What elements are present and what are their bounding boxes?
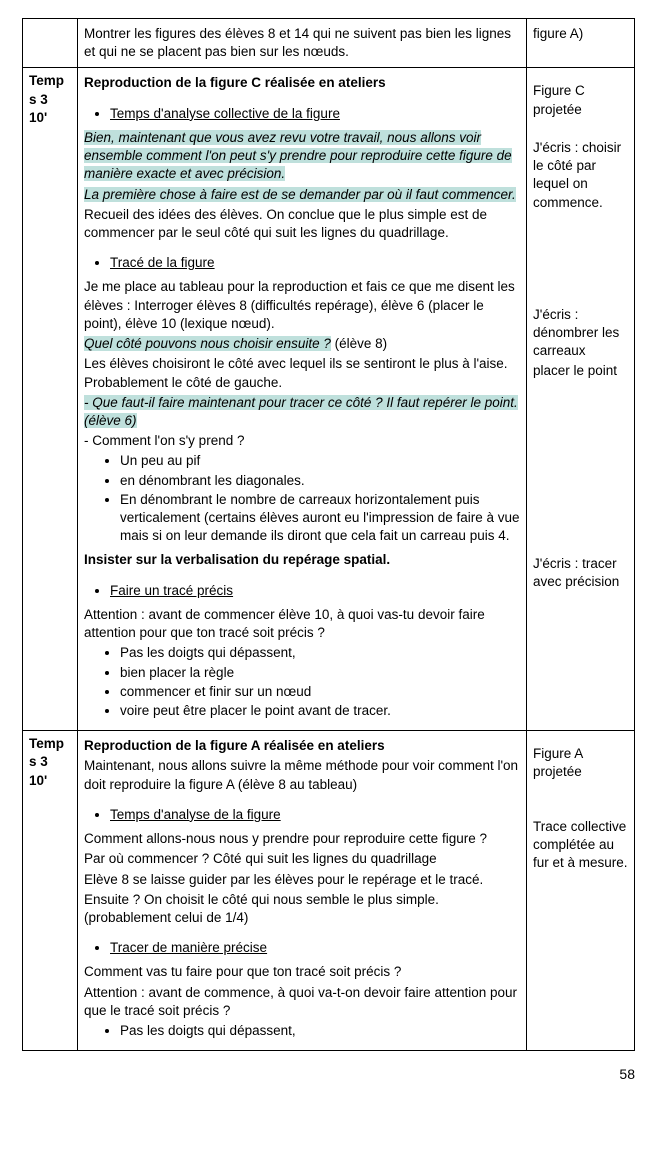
list-item: commencer et finir sur un nœud (120, 683, 520, 701)
cell-side: Figure C projetée J'écris : choisir le c… (527, 68, 635, 731)
body-text: Quel côté pouvons nous choisir ensuite ?… (84, 335, 520, 353)
cell-side: figure A) (527, 19, 635, 68)
body-text: Par où commencer ? Côté qui suit les lig… (84, 850, 520, 868)
time-label: Temps 3 (29, 736, 64, 769)
body-text: Montrer les figures des élèves 8 et 14 q… (84, 25, 520, 61)
table-row: Temps 3 10' Reproduction de la figure A … (23, 731, 635, 1051)
list-item: bien placer la règle (120, 664, 520, 682)
body-text: - Que faut-il faire maintenant pour trac… (84, 394, 520, 430)
highlighted-text: Bien, maintenant que vous avez revu votr… (84, 130, 512, 181)
body-text: Les élèves choisiront le côté avec leque… (84, 355, 520, 391)
body-text: Je me place au tableau pour la reproduct… (84, 278, 520, 333)
cell-main: Reproduction de la figure C réalisée en … (78, 68, 527, 731)
list-item: en dénombrant les diagonales. (120, 472, 520, 490)
side-note: J'écris : dénombrer les carreaux (533, 306, 628, 361)
body-text: Elève 8 se laisse guider par les élèves … (84, 871, 520, 889)
lesson-plan-table: Montrer les figures des élèves 8 et 14 q… (22, 18, 635, 1051)
bullet-list: Pas les doigts qui dépassent, (84, 1022, 520, 1040)
emphasis-text: Insister sur la verbalisation du repérag… (84, 551, 520, 569)
side-note: Trace collective complétée au fur et à m… (533, 818, 628, 873)
subsection-title: Temps d'analyse de la figure (110, 807, 281, 822)
page-number: 58 (22, 1051, 635, 1084)
highlighted-text: La première chose à faire est de se dema… (84, 187, 516, 202)
body-text: - Comment l'on s'y prend ? (84, 432, 520, 450)
side-note: Figure A projetée (533, 745, 628, 781)
time-duration: 10' (29, 110, 47, 125)
list-item: Pas les doigts qui dépassent, (120, 1022, 520, 1040)
side-note: J'écris : choisir le côté par lequel on … (533, 139, 628, 212)
inline-tail: (élève 8) (331, 336, 387, 351)
list-item: Tracé de la figure (110, 254, 520, 272)
subsection-title: Faire un tracé précis (110, 583, 233, 598)
bullet-list: Temps d'analyse collective de la figure (84, 105, 520, 123)
cell-main: Reproduction de la figure A réalisée en … (78, 731, 527, 1051)
body-text: Ensuite ? On choisit le côté qui nous se… (84, 891, 520, 927)
table-row: Temps 3 10' Reproduction de la figure C … (23, 68, 635, 731)
cell-time: Temps 3 10' (23, 68, 78, 731)
body-text: Recueil des idées des élèves. On conclue… (84, 206, 520, 242)
body-text: Comment allons-nous nous y prendre pour … (84, 830, 520, 848)
side-note: Figure C projetée (533, 82, 628, 118)
subsection-title: Tracer de manière précise (110, 940, 267, 955)
cell-time: Temps 3 10' (23, 731, 78, 1051)
bullet-list: Faire un tracé précis (84, 582, 520, 600)
list-item: En dénombrant le nombre de carreaux hori… (120, 491, 520, 546)
list-item: Pas les doigts qui dépassent, (120, 644, 520, 662)
list-item: voire peut être placer le point avant de… (120, 702, 520, 720)
highlighted-text: Quel côté pouvons nous choisir ensuite ? (84, 336, 331, 351)
list-item: Temps d'analyse de la figure (110, 806, 520, 824)
side-note: placer le point (533, 362, 628, 380)
body-text: Attention : avant de commence, à quoi va… (84, 984, 520, 1020)
bullet-list: Tracer de manière précise (84, 939, 520, 957)
list-item: Un peu au pif (120, 452, 520, 470)
body-text: Maintenant, nous allons suivre la même m… (84, 757, 520, 793)
body-text: Attention : avant de commencer élève 10,… (84, 606, 520, 642)
time-duration: 10' (29, 773, 47, 788)
bullet-list: Pas les doigts qui dépassent, bien place… (84, 644, 520, 720)
subsection-title: Tracé de la figure (110, 255, 215, 270)
highlighted-text: - Que faut-il faire maintenant pour trac… (84, 395, 518, 428)
time-label: Temps 3 (29, 73, 64, 106)
table-row: Montrer les figures des élèves 8 et 14 q… (23, 19, 635, 68)
list-item: Faire un tracé précis (110, 582, 520, 600)
body-text: Comment vas tu faire pour que ton tracé … (84, 963, 520, 981)
cell-main: Montrer les figures des élèves 8 et 14 q… (78, 19, 527, 68)
cell-side: Figure A projetée Trace collective compl… (527, 731, 635, 1051)
bullet-list: Temps d'analyse de la figure (84, 806, 520, 824)
list-item: Temps d'analyse collective de la figure (110, 105, 520, 123)
bullet-list: Tracé de la figure (84, 254, 520, 272)
section-heading: Reproduction de la figure C réalisée en … (84, 74, 520, 92)
subsection-title: Temps d'analyse collective de la figure (110, 106, 340, 121)
cell-time (23, 19, 78, 68)
section-heading: Reproduction de la figure A réalisée en … (84, 737, 520, 755)
side-note: J'écris : tracer avec précision (533, 555, 628, 591)
list-item: Tracer de manière précise (110, 939, 520, 957)
side-note: figure A) (533, 25, 628, 43)
bullet-list: Un peu au pif en dénombrant les diagonal… (84, 452, 520, 545)
